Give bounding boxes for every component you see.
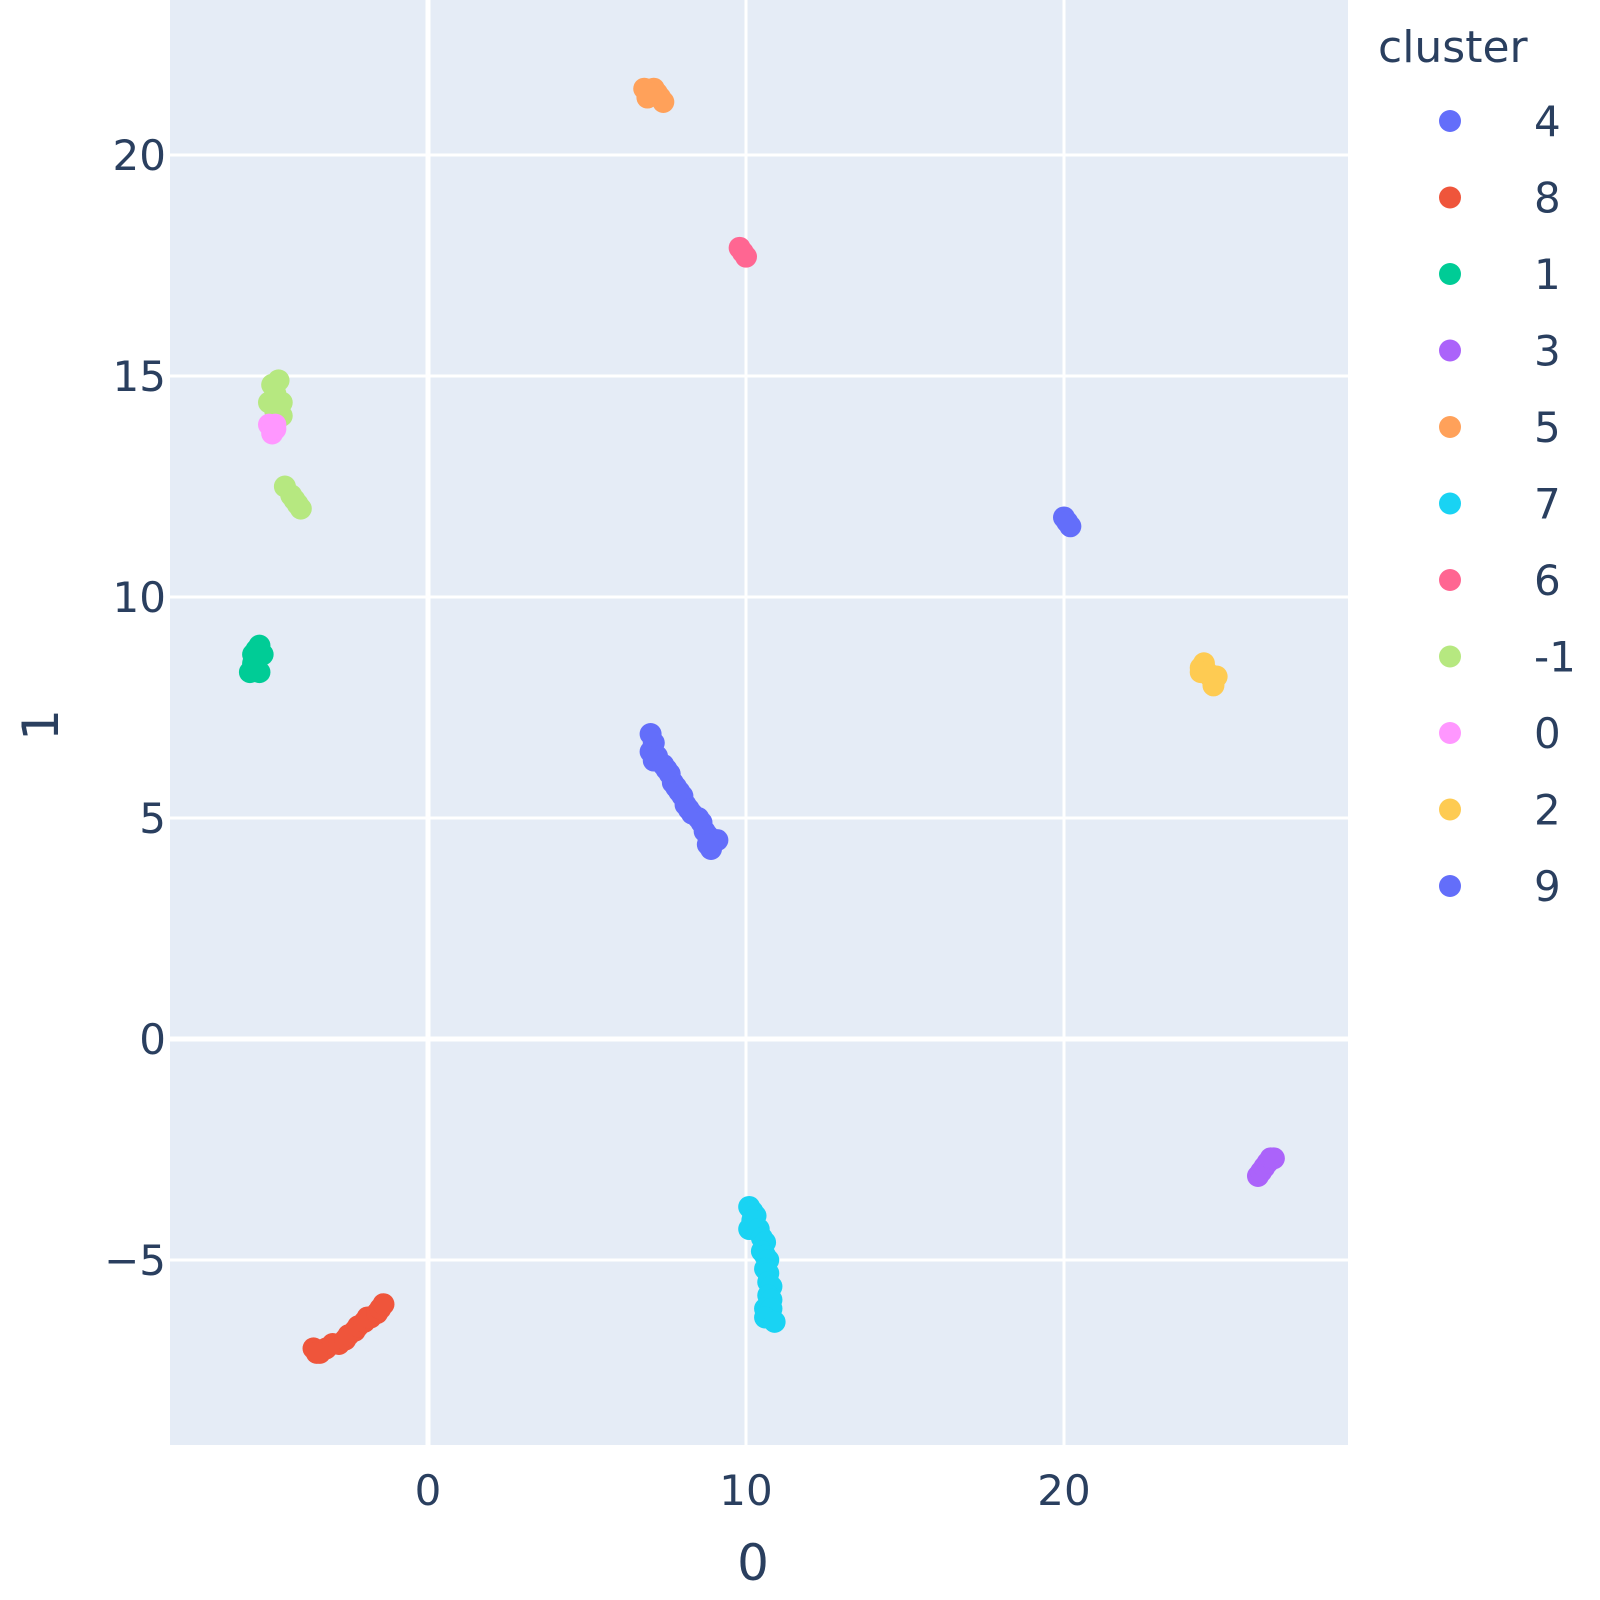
- data-point: [1202, 674, 1225, 697]
- series-8: [302, 1293, 395, 1364]
- data-point: [639, 82, 662, 105]
- legend-item[interactable]: 4: [1439, 97, 1561, 146]
- data-point: [735, 245, 757, 268]
- legend-marker: [1439, 645, 1461, 668]
- data-points: [238, 77, 1285, 1364]
- data-point: [1059, 515, 1082, 538]
- series-5: [633, 77, 675, 113]
- legend-label: 9: [1534, 862, 1561, 911]
- y-tick-label: 0: [139, 1015, 166, 1064]
- series-9: [1053, 506, 1082, 538]
- legend-marker: [1439, 186, 1461, 209]
- series-7: [738, 1195, 786, 1333]
- y-tick-label: 15: [113, 352, 166, 401]
- legend-marker: [1439, 263, 1461, 285]
- legend-item[interactable]: 7: [1439, 480, 1561, 529]
- y-tick-label: 20: [113, 131, 166, 180]
- legend-item[interactable]: 1: [1439, 250, 1561, 299]
- legend-item[interactable]: -1: [1439, 633, 1576, 682]
- legend: cluster 4 8 1 3 5 7 6 -1 0 2 9: [1378, 22, 1576, 911]
- legend-marker: [1439, 875, 1461, 897]
- x-axis-title: 0: [737, 1534, 769, 1592]
- y-tick-label: 10: [113, 573, 166, 622]
- legend-marker: [1439, 492, 1461, 515]
- legend-label: -1: [1534, 633, 1576, 682]
- data-point: [264, 418, 287, 441]
- series-3: [1246, 1147, 1285, 1188]
- data-point: [763, 1310, 786, 1333]
- legend-marker: [1439, 110, 1461, 132]
- legend-marker: [1439, 798, 1461, 821]
- data-point: [696, 833, 719, 856]
- legend-label: 0: [1534, 709, 1561, 758]
- legend-label: 2: [1534, 786, 1561, 835]
- legend-label: 1: [1534, 250, 1561, 299]
- series-4: [639, 723, 729, 860]
- x-tick-label: 10: [719, 1466, 772, 1515]
- legend-item[interactable]: 3: [1439, 327, 1561, 376]
- legend-title: cluster: [1378, 22, 1529, 73]
- y-tick-label: 5: [139, 794, 166, 843]
- x-tick-label: 0: [415, 1466, 442, 1515]
- legend-marker: [1439, 339, 1461, 362]
- legend-item[interactable]: 2: [1439, 786, 1561, 835]
- legend-label: 6: [1534, 556, 1561, 605]
- series-2: [1189, 652, 1228, 697]
- legend-item[interactable]: 0: [1439, 709, 1561, 758]
- y-axis-title: 1: [12, 709, 70, 741]
- series-1: [238, 634, 274, 684]
- data-point: [372, 1293, 395, 1316]
- series-0: [258, 413, 287, 445]
- legend-label: 3: [1534, 327, 1561, 376]
- legend-marker: [1439, 416, 1461, 438]
- series-6: [728, 236, 757, 268]
- legend-marker: [1439, 722, 1461, 744]
- legend-marker: [1439, 569, 1461, 591]
- legend-label: 5: [1534, 403, 1561, 452]
- legend-item[interactable]: 6: [1439, 556, 1561, 605]
- legend-item[interactable]: 5: [1439, 403, 1561, 452]
- data-point: [1262, 1147, 1285, 1170]
- x-tick-label: 20: [1037, 1466, 1090, 1515]
- data-point: [289, 497, 312, 520]
- legend-item[interactable]: 8: [1439, 174, 1561, 223]
- y-tick-labels: −5 0 5 10 15 20: [104, 131, 166, 1285]
- x-tick-labels: 0 10 20: [415, 1466, 1091, 1515]
- legend-label: 4: [1534, 97, 1561, 146]
- legend-item[interactable]: 9: [1439, 862, 1561, 911]
- legend-label: 8: [1534, 174, 1561, 223]
- y-tick-label: −5: [104, 1236, 166, 1285]
- data-point: [305, 1341, 328, 1364]
- grid: [170, 0, 1348, 1445]
- data-point: [248, 661, 271, 684]
- legend-label: 7: [1534, 480, 1561, 529]
